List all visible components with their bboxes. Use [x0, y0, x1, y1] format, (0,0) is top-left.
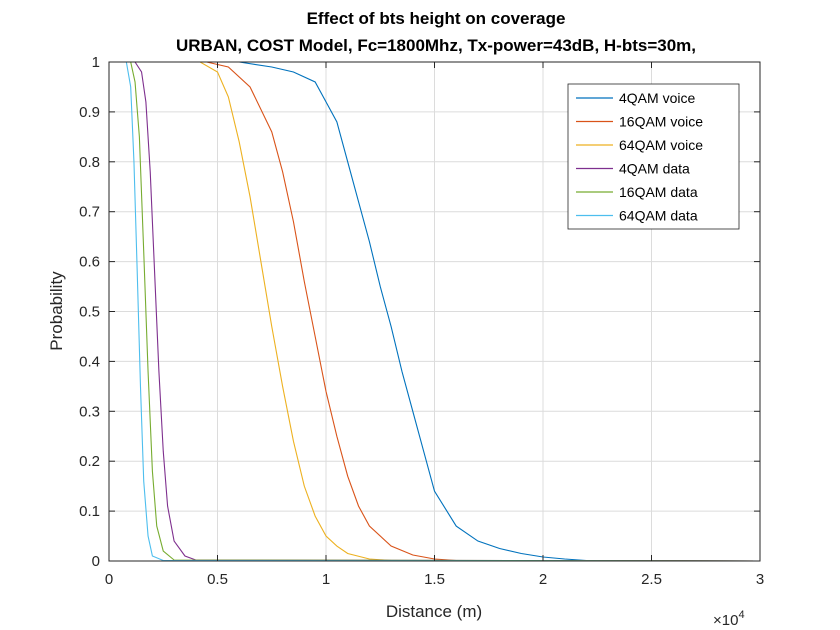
y-tick-label: 0: [92, 553, 100, 570]
series-line-6: [109, 61, 761, 562]
x-axis-label: Distance (m): [386, 602, 482, 621]
series-line-4: [109, 61, 761, 562]
legend: 4QAM voice 16QAM voice 64QAM voice 4QAM dat…: [567, 83, 740, 230]
legend-label-5: 16QAM data: [619, 184, 698, 200]
series-line-5: [109, 61, 761, 562]
y-axis-label: Probability: [47, 271, 66, 351]
x-exponent-base: ×10: [713, 612, 738, 629]
series-line-1: [109, 61, 761, 562]
x-tick-label: 1: [322, 571, 330, 588]
chart-title: Effect of bts height on coverage: [307, 9, 566, 28]
x-tick-label: 1.5: [424, 571, 445, 588]
x-tick-labels: 0 0.5 1 1.5 2 2.5 3: [105, 571, 764, 588]
series-line-2: [109, 61, 761, 562]
y-tick-label: 0.6: [79, 254, 100, 271]
tick-marks: [108, 61, 761, 562]
y-tick-label: 0.4: [79, 353, 100, 370]
legend-label-4: 4QAM data: [619, 161, 690, 177]
legend-label-3: 64QAM voice: [619, 137, 703, 153]
legend-items: 4QAM voice 16QAM voice 64QAM voice 4QAM dat…: [576, 90, 703, 224]
y-tick-label: 0.5: [79, 304, 100, 321]
y-tick-label: 0.8: [79, 154, 100, 171]
x-exponent-multiplier: ×104: [713, 609, 745, 629]
y-tick-label: 0.7: [79, 204, 100, 221]
plot-series: [109, 61, 761, 562]
x-tick-label: 2.5: [641, 571, 662, 588]
y-tick-label: 0.1: [79, 503, 100, 520]
y-tick-labels: 0 0.1 0.2 0.3 0.4 0.5 0.6 0.7 0.8 0.9 1: [79, 54, 100, 570]
legend-label-2: 16QAM voice: [619, 114, 703, 130]
legend-box: [567, 83, 740, 230]
x-tick-label: 0.5: [207, 571, 228, 588]
legend-label-6: 64QAM data: [619, 208, 698, 224]
y-tick-label: 1: [92, 54, 100, 71]
x-tick-label: 0: [105, 571, 113, 588]
legend-label-1: 4QAM voice: [619, 90, 695, 106]
x-tick-label: 3: [756, 571, 764, 588]
y-tick-label: 0.9: [79, 104, 100, 121]
y-tick-label: 0.3: [79, 403, 100, 420]
x-exponent-power: 4: [738, 609, 744, 621]
x-tick-label: 2: [539, 571, 547, 588]
chart-subtitle: URBAN, COST Model, Fc=1800Mhz, Tx-power=…: [176, 36, 696, 55]
series-line-3: [109, 61, 761, 562]
y-tick-label: 0.2: [79, 453, 100, 470]
